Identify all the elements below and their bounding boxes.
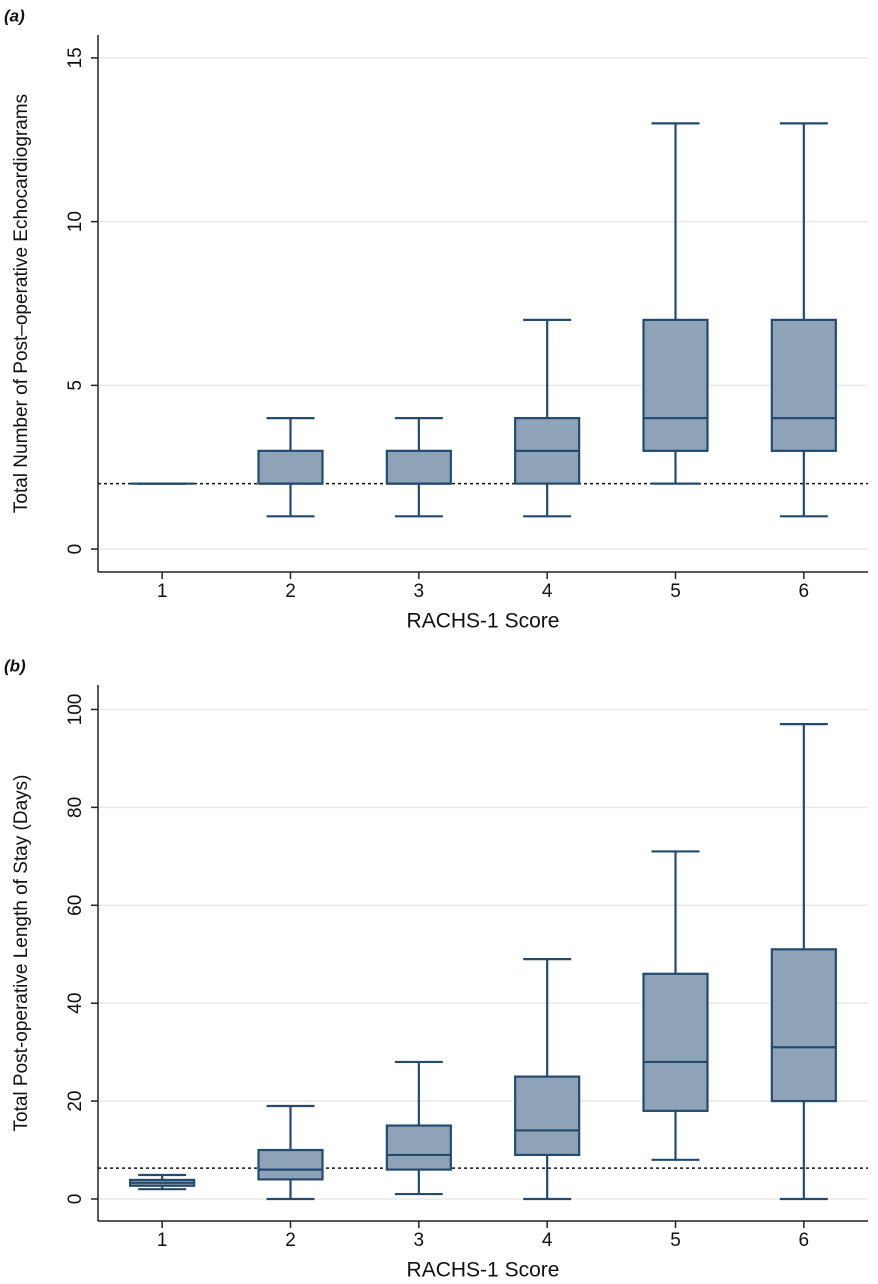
y-axis-title: Total Number of Post–operative Echocardi… [11, 94, 32, 513]
x-tick-label: 1 [157, 581, 168, 602]
box [385, 449, 452, 485]
x-tick-label: 4 [542, 581, 553, 602]
x-tick-label: 6 [799, 1230, 810, 1251]
y-tick-label: 15 [65, 47, 86, 68]
y-axis-title: Total Post-operative Length of Stay (Day… [11, 775, 32, 1132]
y-tick-label: 10 [65, 211, 86, 232]
y-tick-label: 80 [65, 797, 86, 818]
box [257, 449, 324, 485]
x-tick-label: 4 [542, 1230, 553, 1251]
box [642, 318, 709, 452]
panel-label: (b) [4, 656, 26, 675]
x-tick-label: 6 [799, 581, 810, 602]
y-tick-label: 40 [65, 993, 86, 1014]
box [514, 1075, 581, 1157]
box [770, 948, 837, 1103]
y-tick-label: 0 [65, 1194, 86, 1205]
panel-label: (a) [4, 6, 25, 25]
y-tick-label: 20 [65, 1091, 86, 1112]
y-tick-label: 0 [65, 544, 86, 555]
box [642, 972, 709, 1112]
x-tick-label: 5 [670, 1230, 681, 1251]
y-tick-label: 100 [65, 694, 86, 726]
y-tick-label: 60 [65, 895, 86, 916]
x-tick-label: 2 [285, 1230, 296, 1251]
x-tick-label: 1 [157, 1230, 168, 1251]
box [257, 1148, 324, 1181]
box [385, 1124, 452, 1171]
x-tick-label: 2 [285, 581, 296, 602]
x-axis-title: RACHS-1 Score [407, 1259, 560, 1282]
x-axis-title: RACHS-1 Score [407, 610, 560, 633]
x-tick-label: 3 [414, 581, 425, 602]
x-tick-label: 5 [670, 581, 681, 602]
x-tick-label: 3 [414, 1230, 425, 1251]
y-tick-label: 5 [65, 380, 86, 391]
box [770, 318, 837, 452]
